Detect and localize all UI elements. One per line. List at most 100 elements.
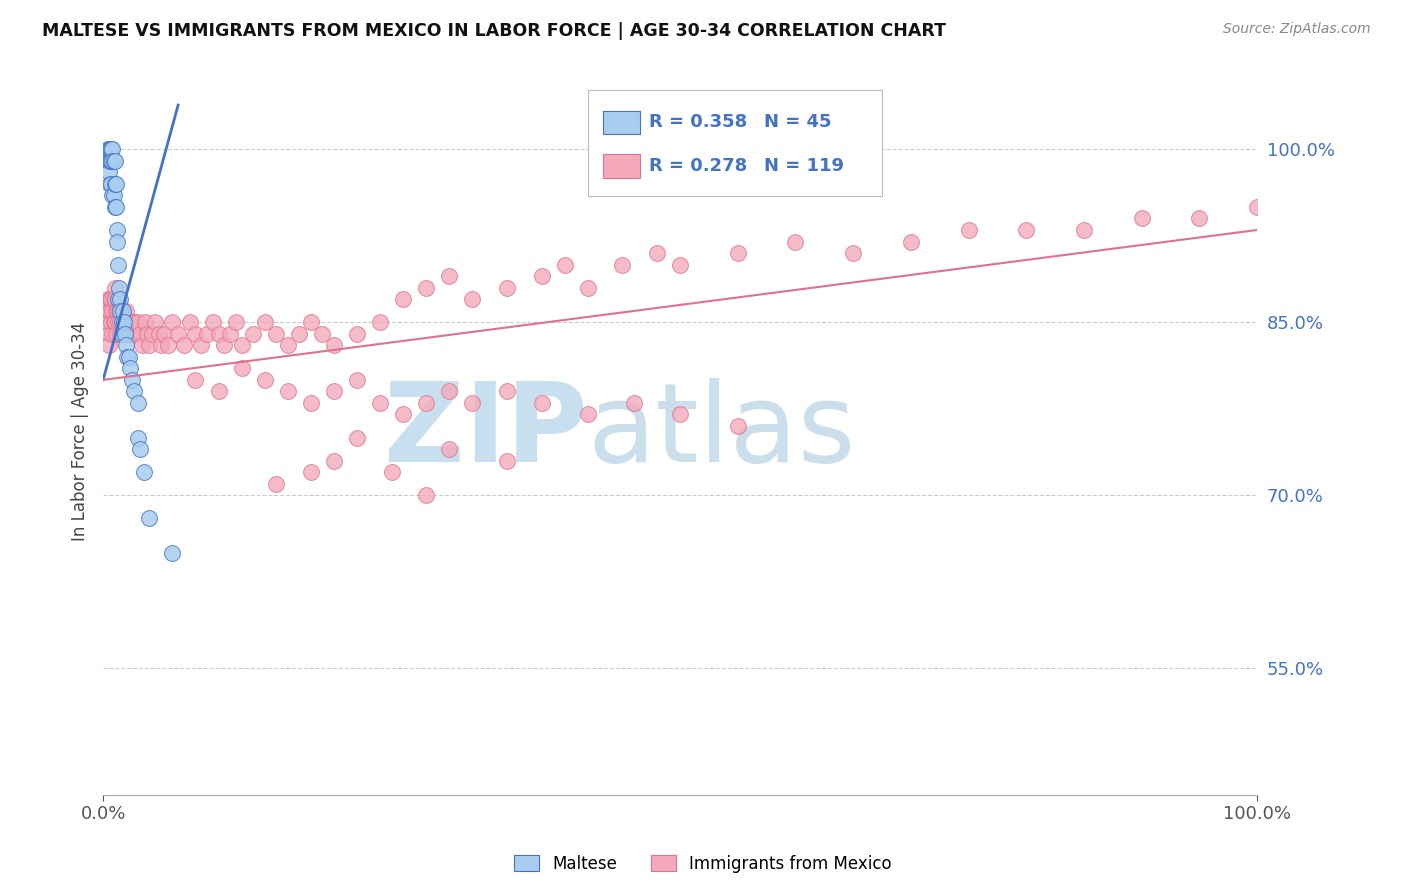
Point: [104, 177, 127, 191]
Text: N = 119: N = 119: [765, 157, 845, 175]
FancyBboxPatch shape: [603, 154, 640, 178]
Point: [101, 142, 124, 156]
Point: [118, 361, 141, 376]
Point: [98, 303, 121, 318]
Point: [115, 303, 138, 318]
Point: [104, 315, 127, 329]
Point: [842, 246, 865, 260]
Point: [101, 326, 124, 341]
Point: [110, 326, 132, 341]
Point: [201, 315, 224, 329]
Point: [156, 338, 179, 352]
Point: [346, 326, 368, 341]
Point: [97, 153, 120, 168]
Point: [179, 315, 201, 329]
Point: [669, 258, 692, 272]
Point: [496, 280, 519, 294]
Point: [253, 373, 276, 387]
Point: [98, 177, 121, 191]
Point: [118, 315, 141, 329]
Point: [439, 442, 461, 456]
Point: [207, 384, 229, 399]
Point: [97, 303, 120, 318]
Point: [727, 419, 749, 434]
Point: [1130, 211, 1153, 226]
Point: [104, 326, 127, 341]
Point: [97, 165, 120, 179]
Point: [101, 188, 124, 202]
Point: [98, 292, 121, 306]
Point: [415, 396, 437, 410]
Point: [108, 280, 131, 294]
Point: [277, 384, 299, 399]
FancyBboxPatch shape: [588, 90, 882, 195]
Point: [392, 292, 415, 306]
Point: [103, 315, 125, 329]
Point: [97, 153, 120, 168]
Point: [110, 303, 132, 318]
Point: [219, 326, 242, 341]
Point: [110, 315, 132, 329]
Point: [957, 223, 980, 237]
Point: [138, 511, 160, 525]
Point: [97, 292, 120, 306]
Point: [117, 350, 139, 364]
Point: [415, 280, 437, 294]
Point: [104, 200, 127, 214]
Point: [184, 326, 207, 341]
Point: [162, 315, 184, 329]
Point: [727, 246, 749, 260]
Point: [97, 142, 120, 156]
Point: [100, 142, 122, 156]
Point: [117, 350, 139, 364]
Point: [612, 258, 634, 272]
Point: [131, 338, 153, 352]
Point: [242, 326, 264, 341]
Point: [117, 315, 139, 329]
Point: [669, 408, 692, 422]
Point: [129, 442, 152, 456]
Point: [124, 315, 146, 329]
Point: [112, 326, 135, 341]
Point: [264, 476, 287, 491]
FancyBboxPatch shape: [603, 111, 640, 134]
Point: [100, 177, 122, 191]
Point: [127, 396, 149, 410]
Y-axis label: In Labor Force | Age 30-34: In Labor Force | Age 30-34: [72, 322, 89, 541]
Point: [368, 396, 391, 410]
Point: [299, 465, 322, 479]
Text: R = 0.278: R = 0.278: [650, 157, 747, 175]
Point: [107, 258, 129, 272]
Point: [101, 303, 124, 318]
Point: [100, 292, 122, 306]
Point: [97, 142, 120, 156]
Point: [322, 384, 344, 399]
Point: [530, 396, 553, 410]
Point: [299, 315, 322, 329]
Point: [415, 488, 437, 502]
Point: [277, 338, 299, 352]
Point: [108, 303, 131, 318]
Point: [153, 326, 176, 341]
Point: [121, 373, 143, 387]
Point: [117, 326, 139, 341]
Point: [114, 326, 136, 341]
Text: N = 45: N = 45: [765, 113, 832, 131]
Point: [110, 303, 132, 318]
Point: [101, 153, 124, 168]
Point: [110, 315, 132, 329]
Point: [167, 326, 190, 341]
Point: [645, 246, 668, 260]
Point: [173, 338, 195, 352]
Legend: Maltese, Immigrants from Mexico: Maltese, Immigrants from Mexico: [508, 848, 898, 880]
Point: [392, 408, 415, 422]
Point: [98, 153, 121, 168]
Point: [623, 396, 645, 410]
Point: [111, 315, 134, 329]
Point: [110, 292, 132, 306]
Point: [496, 453, 519, 467]
Point: [105, 223, 128, 237]
Point: [141, 326, 163, 341]
Point: [127, 315, 149, 329]
Point: [98, 142, 121, 156]
